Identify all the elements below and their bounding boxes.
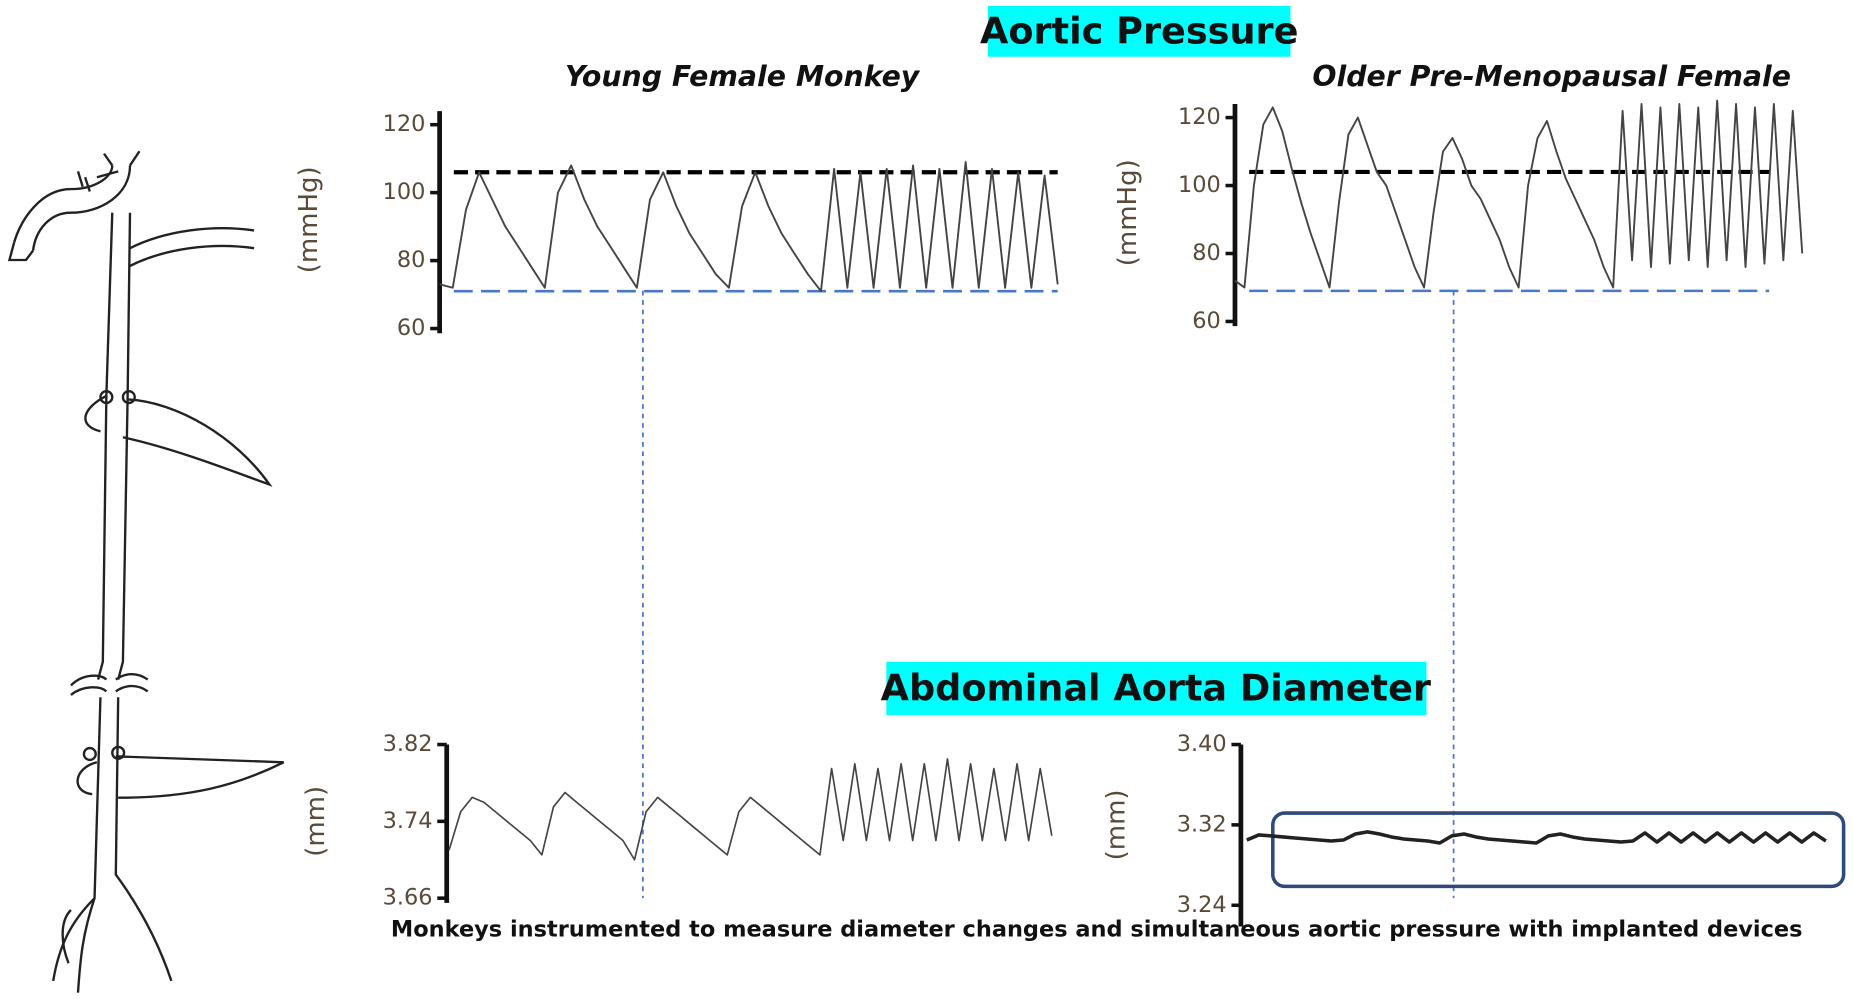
- chart-title: Older Pre-Menopausal Female: [1312, 60, 1791, 93]
- y-tick-label: 100: [383, 179, 426, 205]
- y-tick-label: 80: [397, 247, 426, 273]
- y-tick-label: 3.66: [383, 885, 433, 911]
- trace: [448, 758, 1053, 861]
- y-tick-label: 3.32: [1177, 811, 1227, 837]
- section-heading: Abdominal Aorta Diameter: [881, 667, 1431, 710]
- heading-highlight: [987, 5, 1291, 57]
- section-heading: Aortic Pressure: [980, 10, 1298, 53]
- y-tick-label: 3.82: [383, 731, 433, 757]
- y-axis-label: (mm): [1101, 789, 1131, 860]
- heading-highlight: [886, 661, 1427, 715]
- figure-body: Aortic Pressure Abdominal Aorta Diameter…: [7, 5, 1846, 993]
- y-tick-label: 120: [383, 111, 426, 137]
- y-axis-label: (mmHg): [294, 166, 324, 273]
- y-tick-label: 3.24: [1177, 892, 1227, 918]
- y-tick-label: 60: [397, 315, 426, 341]
- trace: [1246, 830, 1827, 845]
- trace: [439, 161, 1059, 293]
- y-axis-label: (mm): [301, 786, 331, 857]
- y-tick-label: 3.74: [383, 808, 433, 834]
- y-tick-label: 3.40: [1177, 731, 1227, 757]
- y-tick-label: 100: [1178, 172, 1221, 198]
- y-axis-label: (mmHg): [1113, 159, 1143, 266]
- aorta-sketch: [7, 150, 285, 993]
- y-tick-label: 120: [1178, 104, 1221, 130]
- highlight-box: [1271, 811, 1846, 889]
- y-tick-label: 80: [1192, 240, 1221, 266]
- caption: Monkeys instrumented to measure diameter…: [391, 917, 1803, 943]
- y-tick-label: 60: [1192, 308, 1221, 334]
- chart-title: Young Female Monkey: [565, 60, 921, 93]
- trace: [1234, 99, 1804, 289]
